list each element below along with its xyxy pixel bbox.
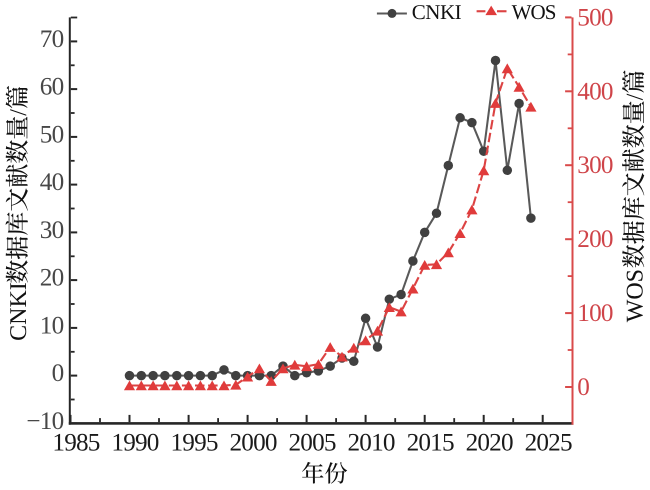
svg-text:2000: 2000 — [230, 429, 277, 456]
svg-text:0: 0 — [52, 360, 64, 387]
svg-text:1985: 1985 — [52, 429, 99, 456]
svg-text:2015: 2015 — [407, 429, 454, 456]
svg-text:500: 500 — [577, 4, 613, 31]
svg-text:CNKI: CNKI — [412, 0, 462, 24]
svg-text:100: 100 — [577, 300, 613, 327]
svg-text:300: 300 — [577, 152, 613, 179]
svg-text:1990: 1990 — [111, 429, 158, 456]
svg-text:1995: 1995 — [171, 429, 218, 456]
svg-text:200: 200 — [577, 226, 613, 253]
svg-text:50: 50 — [40, 121, 64, 148]
svg-text:WOS: WOS — [512, 0, 556, 24]
svg-text:WOS: WOS — [622, 269, 648, 322]
svg-text:CNKI: CNKI — [6, 282, 32, 341]
svg-text:−10: −10 — [26, 408, 63, 435]
svg-text:2025: 2025 — [525, 429, 572, 456]
svg-text:30: 30 — [40, 217, 64, 244]
svg-text:60: 60 — [40, 74, 64, 101]
svg-text:20: 20 — [40, 265, 64, 292]
svg-text:400: 400 — [577, 78, 613, 105]
svg-text:2010: 2010 — [348, 429, 395, 456]
svg-text:70: 70 — [40, 26, 64, 53]
svg-text:40: 40 — [40, 169, 64, 196]
svg-text:2005: 2005 — [289, 429, 336, 456]
svg-text:10: 10 — [40, 312, 64, 339]
svg-text:/: / — [622, 93, 648, 100]
svg-text:0: 0 — [577, 374, 589, 401]
svg-text:2020: 2020 — [466, 429, 513, 456]
svg-text:/: / — [6, 109, 32, 116]
